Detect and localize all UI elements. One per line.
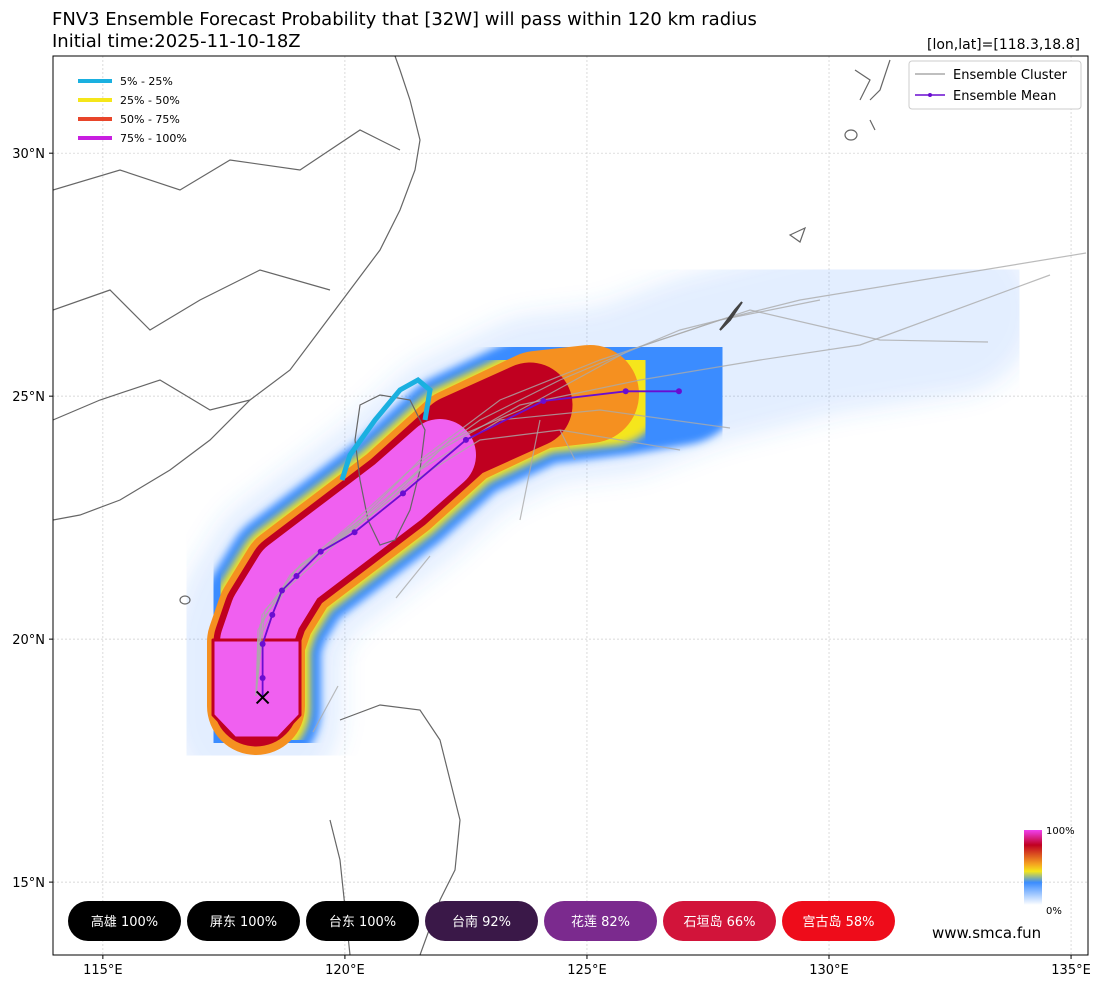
x-tick-label: 120°E: [325, 963, 365, 978]
location-label: 石垣岛 66%: [683, 914, 755, 930]
location-pill: [663, 901, 776, 941]
legend-swatch: [928, 93, 932, 97]
y-tick-label: 20°N: [12, 633, 45, 648]
track-point: [278, 587, 285, 594]
colorbar-label: 100%: [1046, 826, 1075, 837]
location-pill: [68, 901, 181, 941]
map-frame: [52, 55, 1089, 956]
location-label: 高雄 100%: [91, 914, 158, 930]
y-tick-label: 30°N: [12, 147, 45, 162]
ensemble-mean: [255, 388, 682, 705]
track-point: [675, 388, 682, 395]
subtitle: Initial time:2025-11-10-18Z: [52, 31, 301, 52]
probability-legend: 5% - 25% 25% - 50% 50% - 75% 75% - 100%: [78, 75, 187, 145]
location-pill: [544, 901, 657, 941]
location-pill: [306, 901, 419, 941]
track-point: [269, 611, 276, 618]
track-point: [293, 572, 300, 579]
watermark: www.smca.fun: [932, 924, 1041, 942]
location-label: 宫古岛 58%: [802, 914, 874, 930]
contour-5-25: [339, 376, 433, 481]
location-label: 花莲 82%: [571, 914, 630, 930]
legend: Ensemble Cluster Ensemble Mean: [908, 60, 1082, 110]
position-label: [lon,lat]=[118.3,18.8]: [927, 37, 1080, 53]
grid: [53, 56, 1088, 955]
legend-label: Ensemble Cluster: [953, 68, 1068, 83]
track-point: [259, 640, 266, 647]
map-area: [53, 56, 1087, 955]
ensemble-cluster-line: [255, 252, 1087, 733]
track-point: [259, 675, 266, 682]
legend-label: 5% - 25%: [120, 75, 173, 88]
legend-label: Ensemble Mean: [953, 89, 1056, 104]
location-label: 台东 100%: [329, 915, 396, 930]
track-point: [540, 398, 547, 405]
location-pill: [782, 901, 895, 941]
location-pill: [187, 901, 300, 941]
x-tick-label: 135°E: [1051, 963, 1091, 978]
x-tick-label: 115°E: [83, 963, 123, 978]
x-tick-label: 125°E: [567, 963, 607, 978]
track-point: [462, 436, 469, 443]
location-label: 台南 92%: [452, 914, 511, 930]
track-point: [400, 490, 407, 497]
coastline: [53, 56, 891, 955]
location-label: 屏东 100%: [210, 915, 277, 930]
legend-box: [908, 60, 1082, 110]
colorbar: [1024, 830, 1042, 905]
y-tick-label: 15°N: [12, 876, 45, 891]
probability-swath: [171, 225, 1035, 800]
y-tick-label: 25°N: [12, 390, 45, 405]
track-point: [622, 388, 629, 395]
x-tick-label: 130°E: [809, 963, 849, 978]
legend-label: 50% - 75%: [120, 113, 180, 126]
location-pills: 高雄 100% 屏东 100% 台东 100% 台南 92% 花莲 82% 石垣岛 66%…: [68, 901, 895, 941]
location-pill: [425, 901, 538, 941]
legend-label: 25% - 50%: [120, 94, 180, 107]
colorbar-label: 0%: [1046, 906, 1062, 917]
title: FNV3 Ensemble Forecast Probability that …: [52, 9, 757, 30]
track-point: [317, 548, 324, 555]
legend-label: 75% - 100%: [120, 132, 187, 145]
contour-5-25: [719, 301, 743, 331]
storm-position: [255, 690, 270, 705]
track-point: [351, 529, 358, 536]
